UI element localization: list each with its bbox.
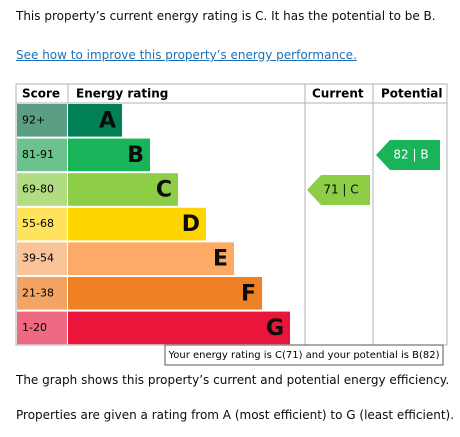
score-cell: [17, 207, 67, 241]
band-bar: [68, 277, 262, 310]
footer-text: The graph shows this property’s current …: [16, 373, 450, 387]
score-cell: [17, 138, 67, 172]
score: 39-54: [22, 252, 54, 265]
band-bar: [68, 104, 122, 137]
band-letter: B: [127, 143, 144, 168]
band-bar: [68, 173, 178, 206]
improve-link[interactable]: See how to improve this property’s energ…: [16, 48, 357, 62]
tooltip: Your energy rating is C(71) and your pot…: [167, 350, 439, 361]
bands: 92+ A 81-91 B 69-80 C 55-68 D 39-54 E 21-38 F 1-20 G: [17, 104, 290, 345]
band-bar: [68, 242, 234, 275]
header: Potential: [381, 87, 443, 101]
score-cell: [17, 104, 67, 137]
header: Energy rating: [76, 87, 168, 101]
score: 55-68: [22, 217, 54, 230]
tooltip-box: [164, 344, 444, 366]
score: 21-38: [22, 286, 54, 299]
score: 92+: [22, 113, 45, 126]
band-letter: D: [182, 212, 200, 237]
score-cell: [17, 242, 67, 275]
current-label: 71 | C: [323, 183, 358, 197]
band-bar: [68, 311, 290, 345]
score: 1-20: [22, 321, 47, 334]
band-letter: E: [213, 247, 228, 272]
score-cell: [17, 277, 67, 310]
header: Current: [312, 87, 364, 101]
band-bar: [68, 207, 206, 241]
intro: This property’s current energy rating is…: [16, 9, 436, 23]
current-arrow: [307, 175, 370, 205]
score-cell: [17, 311, 67, 345]
band-letter: F: [241, 281, 256, 306]
footer-text: Properties are given a rating from A (mo…: [16, 408, 455, 422]
band-bar: [68, 138, 150, 172]
band-letter: G: [266, 316, 284, 341]
band-letter: C: [156, 178, 172, 203]
score: 81-91: [22, 148, 54, 161]
potential-label: 82 | B: [393, 148, 428, 162]
epc-chart: Score Energy rating Current Potential 92…: [15, 83, 448, 366]
header: Score: [22, 87, 60, 101]
band-letter: A: [99, 108, 116, 133]
potential-arrow: [376, 140, 440, 170]
score: 69-80: [22, 183, 54, 196]
score-cell: [17, 173, 67, 206]
